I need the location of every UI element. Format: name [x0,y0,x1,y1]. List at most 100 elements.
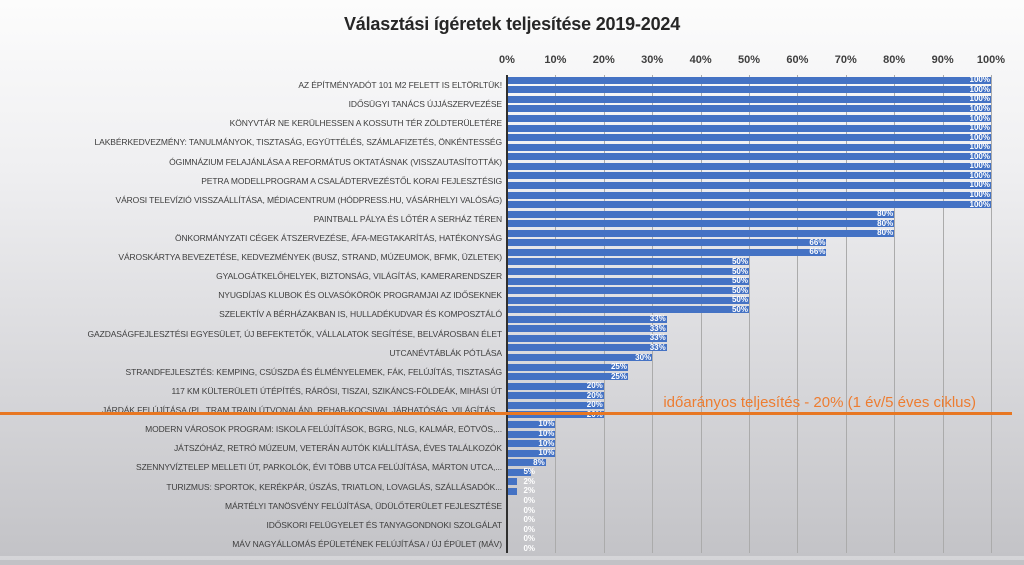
bar [507,76,991,84]
category-label: JÁTSZÓHÁZ, RETRÓ MÚZEUM, VETERÁN AUTÓK K… [174,443,502,454]
bar [507,315,667,323]
bar [507,420,556,428]
bar-value-label: 50% [731,304,748,314]
bar-value-label: 30% [635,352,652,362]
bar-value-label: 80% [877,218,894,228]
x-axis-tick: 80% [883,54,906,66]
bar [507,134,991,142]
bar-value-label: 20% [586,390,603,400]
bar [507,268,749,275]
bar [507,181,991,189]
category-label: MÁV NAGYÁLLOMÁS ÉPÜLETÉNEK FELÚJÍTÁSA / … [232,538,502,549]
category-label: AZ ÉPÍTMÉNYADÓT 101 M2 FELETT IS ELTÖRLT… [298,80,502,91]
bar-value-label: 66% [809,237,826,247]
category-label: LAKBÉRKEDVEZMÉNY: TANULMÁNYOK, TISZTASÁG… [94,137,503,148]
bar [507,306,749,314]
x-axis-tick: 30% [641,54,664,66]
gridline [845,75,847,553]
gridline [894,75,896,553]
category-label: ÓGIMNÁZIUM FELAJÁNLÁSA A REFORMÁTUS OKTA… [169,156,502,167]
bar-value-label: 0% [523,505,535,515]
bar-value-label: 100% [969,103,990,113]
category-label: UTCANÉVTÁBLÁK PÓTLÁSA [389,347,502,358]
bar-value-label: 10% [538,438,555,448]
bar [507,277,749,285]
bar-value-label: 100% [969,84,990,94]
category-label: MÁRTÉLYI TANÖSVÉNY FELÚJÍTÁSA, ÜDÜLŐTERÜ… [225,500,502,511]
x-axis-tick: 0% [499,54,515,66]
bar-value-label: 5% [523,467,535,477]
bar [507,124,991,132]
category-label: VÁROSI TELEVÍZIÓ VISSZAÁLLÍTÁSA, MÉDIACE… [115,194,503,205]
bar [507,105,991,113]
bar [507,143,991,151]
bar-value-label: 0% [523,495,535,505]
bar-value-label: 25% [610,371,627,381]
bar-value-label: 100% [969,170,990,180]
category-label: GYALOGÁTKELŐHELYEK, BIZTONSÁG, VILÁGÍTÁS… [216,271,502,282]
gridline [749,75,750,553]
x-axis-tick: 10% [544,54,567,66]
bar-value-label: 80% [877,228,894,238]
bar [507,248,827,256]
value-axis-line [506,75,508,553]
bar-value-label: 33% [649,323,666,333]
gridline [942,75,944,553]
bar [507,478,517,486]
bar-value-label: 100% [969,132,990,142]
bar-value-label: 0% [523,524,535,534]
x-axis-tick: 40% [689,54,712,66]
category-label: PAINTBALL PÁLYA ÉS LŐTÉR A SERHÁZ TÉREN [313,213,502,224]
bar [507,95,991,103]
bar-value-label: 20% [586,381,603,391]
bar [507,172,991,180]
category-label: SZELEKTÍV A BÉRHÁZAKBAN IS, HULLADÉKUDVA… [219,309,502,320]
bar-value-label: 80% [877,209,894,219]
bar [507,449,556,457]
bar-value-label: 0% [523,515,535,525]
bar-value-label: 100% [969,180,990,190]
bar [507,354,653,362]
bar-value-label: 100% [969,142,990,152]
bar [507,468,532,476]
bar [507,459,546,467]
category-label: JÁRDÁK FELÚJÍTÁSA (PL. TRAM TRAIN ÚTVONA… [101,405,502,416]
bar [507,382,604,390]
bar-value-label: 33% [649,342,666,352]
category-label: MODERN VÁROSOK PROGRAM: ISKOLA FELÚJÍTÁS… [145,424,502,435]
bar-value-label: 100% [969,113,990,123]
bar [507,115,991,123]
annotation-text: időarányos teljesítés - 20% (1 év/5 éves… [663,394,976,411]
bar [507,401,604,409]
bar [507,153,991,161]
category-label: IDŐSÜGYI TANÁCS ÚJJÁSZERVEZÉSE [348,99,502,110]
category-label: STRANDFEJLESZTÉS: KEMPING, CSÚSZDA ÉS ÉL… [125,366,502,377]
bar-value-label: 100% [969,151,990,161]
bar-value-label: 2% [523,486,535,496]
category-label: KÖNYVTÁR NE KERÜLHESSEN A KOSSUTH TÉR ZÖ… [229,118,502,129]
bar [507,334,667,342]
bar-value-label: 10% [538,419,555,429]
gridline [797,75,799,553]
x-axis-tick: 70% [834,54,857,66]
bar-value-label: 20% [586,400,603,410]
gridline [603,75,605,553]
bar [507,363,628,371]
bar-value-label: 100% [969,75,990,85]
gridline [555,75,557,553]
bar-value-label: 50% [731,276,748,286]
bar [507,86,991,94]
bar-value-label: 100% [969,94,990,104]
bar [507,344,667,352]
bar [507,229,895,237]
bar-value-label: 66% [809,247,826,257]
bar-value-label: 50% [731,266,748,276]
gridline [991,75,992,553]
bar-value-label: 8% [533,457,545,467]
category-label: NYUGDÍJAS KLUBOK ÉS OLVASÓKÖRÖK PROGRAMJ… [218,290,502,301]
category-label: IDŐSKORI FELÜGYELET ÉS TANYAGONDNOKI SZO… [266,519,502,530]
x-axis-tick: 100% [976,54,1006,66]
bar [507,430,556,438]
category-label: VÁROSKÁRTYA BEVEZETÉSE, KEDVEZMÉNYEK (BU… [118,252,502,263]
